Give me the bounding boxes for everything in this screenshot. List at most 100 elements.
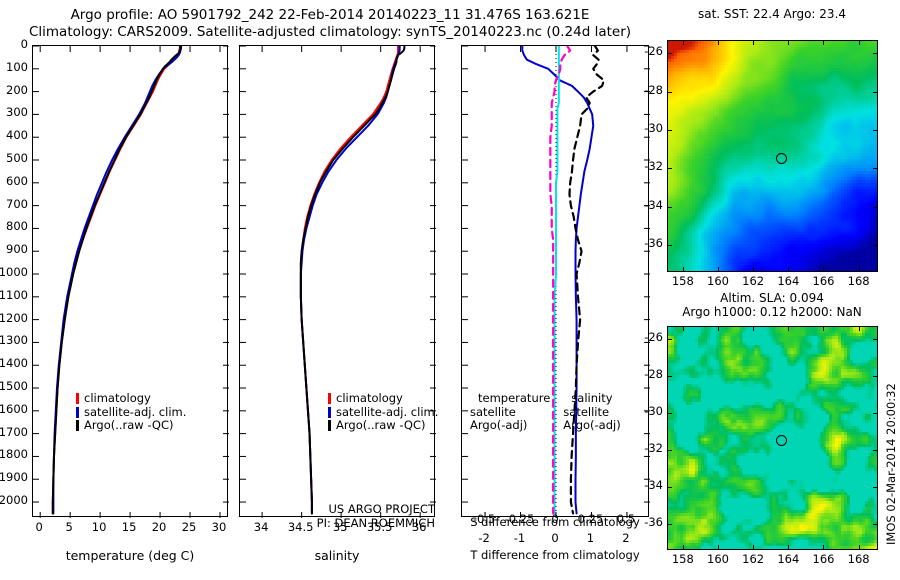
- depth-tick-500: 500: [6, 151, 28, 165]
- lat-tick--36: -36: [644, 236, 663, 251]
- difference-legend-item: Argo(-adj): [563, 418, 620, 433]
- map-tick: [717, 40, 719, 45]
- sla-map[interactable]: [667, 326, 878, 550]
- legend-color-swatch: [76, 393, 79, 405]
- map-tick: [667, 168, 672, 170]
- lon-tick-160: 160: [707, 552, 729, 566]
- map-tick: [823, 40, 825, 45]
- map-tick: [667, 245, 672, 247]
- s-difference-axis-label: S difference from climatology: [470, 515, 640, 529]
- map-tick: [788, 545, 790, 550]
- map-tick: [667, 91, 672, 93]
- temperature-tick-5: 5: [65, 520, 73, 534]
- depth-tick-1400: 1400: [0, 356, 28, 371]
- imos-timestamp: IMOS 02-Mar-2014 20:00:32: [884, 383, 898, 545]
- temperature-legend-item: satellite-adj. clim.: [76, 404, 187, 420]
- map-tick: [788, 267, 790, 272]
- map-tick: [667, 206, 672, 208]
- lon-tick-160: 160: [707, 274, 729, 288]
- map-tick: [873, 524, 878, 526]
- project-credit: US ARGO PROJECT PI: DEAN ROEMMICH: [275, 502, 435, 530]
- salinity-legend-item: climatology: [328, 391, 438, 406]
- lon-tick-168: 168: [847, 274, 870, 288]
- sst-map-title-text: sat. SST: 22.4 Argo: 23.4: [697, 7, 847, 21]
- difference-legend-header: salinity: [571, 391, 613, 405]
- map-tick: [753, 267, 755, 272]
- depth-tick-1200: 1200: [0, 310, 28, 325]
- map-tick: [873, 130, 878, 132]
- temperature-profile-axes: [32, 45, 229, 518]
- s-diff-tick-2: 0: [551, 512, 559, 526]
- difference-legend-item: satellite: [563, 405, 620, 420]
- legend-label: satellite: [470, 404, 516, 419]
- argo-position-marker-sla: [776, 434, 788, 446]
- figure-title-line-2: Climatology: CARS2009. Satellite-adjuste…: [28, 24, 632, 40]
- temperature-axis-label: temperature (deg C): [65, 548, 195, 563]
- map-tick: [788, 326, 790, 331]
- lon-tick-158: 158: [671, 552, 694, 566]
- legend-label: satellite-adj. clim.: [84, 404, 187, 419]
- depth-tick-1500: 1500: [0, 379, 28, 394]
- difference-legend-item: Argo(-adj): [470, 418, 550, 433]
- lon-tick-162: 162: [742, 274, 765, 288]
- legend-color-swatch: [328, 406, 331, 418]
- map-tick: [667, 53, 672, 55]
- map-tick: [667, 338, 672, 340]
- credit-line-2: PI: DEAN ROEMMICH: [316, 515, 435, 530]
- depth-tick-800: 800: [6, 219, 28, 234]
- t-diff-tick-4: 2: [622, 531, 630, 545]
- lon-tick-168: 168: [847, 552, 870, 566]
- temperature-tick-15: 15: [121, 520, 137, 534]
- legend-color-swatch: [328, 420, 331, 432]
- lat-tick--30: -30: [644, 404, 663, 418]
- s-diff-tick-0: -0.5: [472, 512, 496, 526]
- map-tick: [873, 53, 878, 55]
- legend-label: Argo(..raw -QC): [84, 418, 174, 432]
- map-tick: [667, 413, 672, 414]
- depth-tick-1600: 1600: [0, 401, 28, 416]
- lon-tick-158: 158: [671, 274, 694, 288]
- lat-tick--34: -34: [644, 478, 663, 493]
- temperature-tick-20: 20: [151, 520, 167, 534]
- map-tick: [788, 40, 790, 45]
- map-tick: [858, 40, 860, 45]
- map-tick: [873, 206, 878, 208]
- map-tick: [717, 545, 719, 550]
- temperature-tick-10: 10: [91, 520, 107, 534]
- map-tick: [873, 375, 878, 377]
- lon-tick-166: 166: [812, 552, 835, 566]
- depth-tick-700: 700: [6, 196, 28, 211]
- map-tick: [717, 326, 719, 331]
- sla-map-title-line-1: Altim. SLA: 0.094: [720, 291, 824, 305]
- map-tick: [753, 40, 755, 45]
- legend-label: satellite-adj. clim.: [336, 404, 439, 419]
- map-tick: [823, 545, 825, 550]
- t-diff-tick-1: -1: [513, 531, 526, 545]
- t-diff-tick-2: 0: [551, 531, 559, 545]
- difference-profile-axes: [461, 45, 650, 518]
- map-tick: [873, 168, 878, 170]
- map-tick: [667, 450, 672, 452]
- salinity-tick-34.5: 34.5: [287, 520, 314, 534]
- temperature-tick-30: 30: [211, 520, 227, 534]
- s-diff-tick-1: -0.25: [504, 512, 535, 526]
- depth-tick-200: 200: [6, 82, 28, 97]
- map-tick: [873, 413, 878, 414]
- depth-tick-1700: 1700: [0, 424, 28, 439]
- salinity-legend-item: satellite-adj. clim.: [328, 404, 439, 420]
- depth-tick-1300: 1300: [0, 333, 28, 348]
- depth-tick-0: 0: [20, 37, 28, 51]
- map-tick: [682, 40, 684, 45]
- map-tick: [753, 545, 755, 550]
- depth-tick-400: 400: [6, 128, 28, 143]
- s-diff-tick-4: 0.5: [616, 512, 636, 526]
- temperature-legend-item: climatology: [76, 391, 186, 406]
- map-tick: [823, 267, 825, 272]
- map-tick: [682, 545, 684, 550]
- sst-map[interactable]: [667, 40, 878, 272]
- lat-tick--32: -32: [644, 441, 663, 456]
- map-tick: [667, 375, 672, 377]
- lat-tick--32: -32: [644, 159, 663, 174]
- difference-legend-column-salinity: salinity satellite Argo(-adj): [563, 391, 620, 433]
